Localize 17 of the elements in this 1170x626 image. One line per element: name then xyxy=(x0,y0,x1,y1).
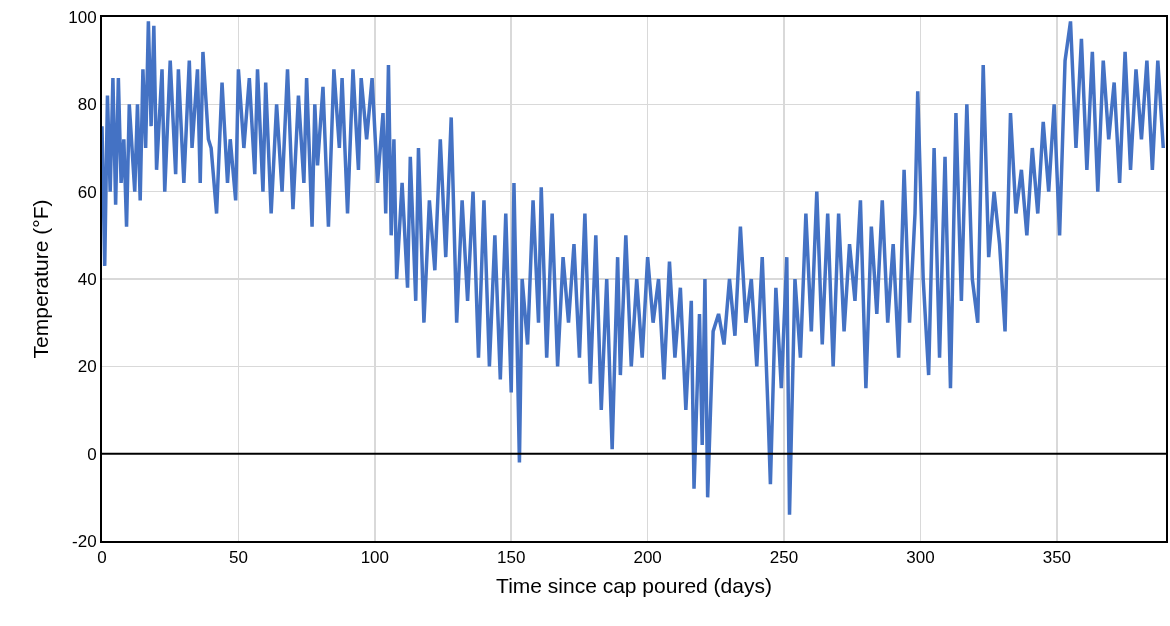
x-tick-label: 300 xyxy=(906,548,935,568)
x-axis-title: Time since cap poured (days) xyxy=(496,574,772,598)
y-axis-title: Temperature (°F) xyxy=(28,199,52,359)
y-tick-label: 100 xyxy=(68,7,97,27)
x-tick-label: 150 xyxy=(497,548,526,568)
x-tick-label: 50 xyxy=(228,548,248,568)
y-tick-label: 20 xyxy=(77,357,97,377)
x-tick-label: 200 xyxy=(633,548,662,568)
x-tick-label: 100 xyxy=(360,548,390,568)
x-tick-label: 350 xyxy=(1042,548,1072,568)
x-tick-label: 250 xyxy=(769,548,799,568)
y-tick-label: 80 xyxy=(77,95,97,115)
y-tick-label: 60 xyxy=(77,182,97,202)
y-tick-label: 40 xyxy=(77,269,97,289)
line-series xyxy=(102,19,1166,517)
y-tick-label: 0 xyxy=(87,444,97,464)
y-tick-label: -20 xyxy=(72,531,97,551)
